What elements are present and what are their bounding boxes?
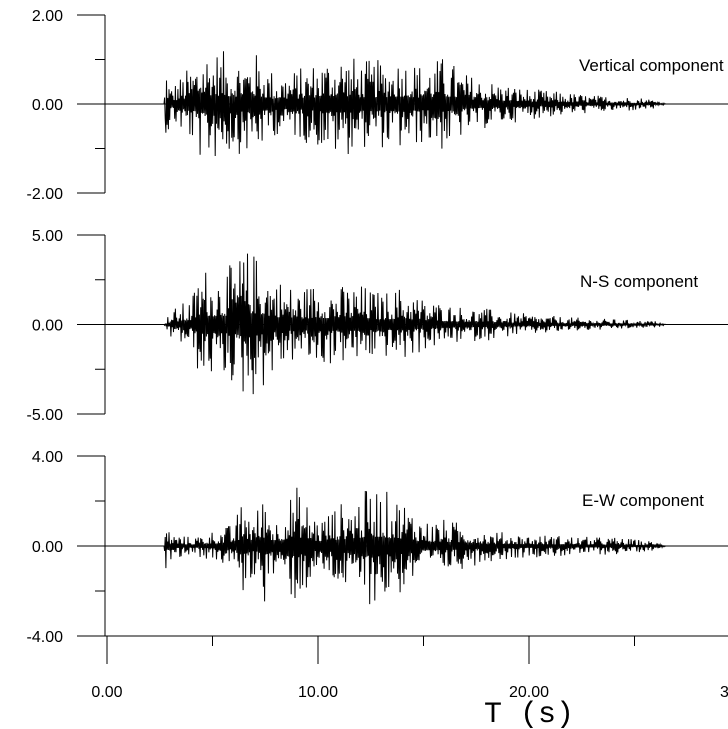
panel-2: 5.00 0.00 -5.00 N-S component [27, 228, 728, 424]
y-tick-label: 2.00 [32, 8, 63, 25]
x-tick-label: 0.00 [91, 684, 122, 701]
y-tick-label: -2.00 [27, 186, 64, 203]
component-label: E-W component [582, 491, 704, 510]
y-tick-label: 0.00 [32, 318, 63, 335]
component-panels: 2.00 0.00 -2.00 Vertical component 5.00 0.00 -… [27, 8, 728, 646]
y-tick-label: 0.00 [32, 97, 63, 114]
x-tick-label: 20.00 [509, 684, 549, 701]
x-tick-label: 30.00 [720, 684, 728, 701]
x-tick-label: 10.00 [298, 684, 338, 701]
waveform-trace [163, 487, 667, 605]
y-tick-label: 5.00 [32, 228, 63, 245]
y-tick-label: -4.00 [27, 629, 64, 646]
y-tick-label: 0.00 [32, 539, 63, 556]
component-label: Vertical component [579, 56, 724, 75]
panel-3: 4.00 0.00 -4.00 E-W component [27, 449, 728, 646]
y-tick-label: -5.00 [27, 407, 64, 424]
waveform-trace [163, 51, 667, 157]
panel-1: 2.00 0.00 -2.00 Vertical component [27, 8, 728, 203]
time-axis-title: T (s) [484, 698, 574, 729]
component-label: N-S component [580, 272, 698, 291]
waveform-trace [163, 253, 667, 395]
time-axis: 0.00 10.00 20.00 30.00 [91, 635, 728, 701]
y-tick-label: 4.00 [32, 449, 63, 466]
